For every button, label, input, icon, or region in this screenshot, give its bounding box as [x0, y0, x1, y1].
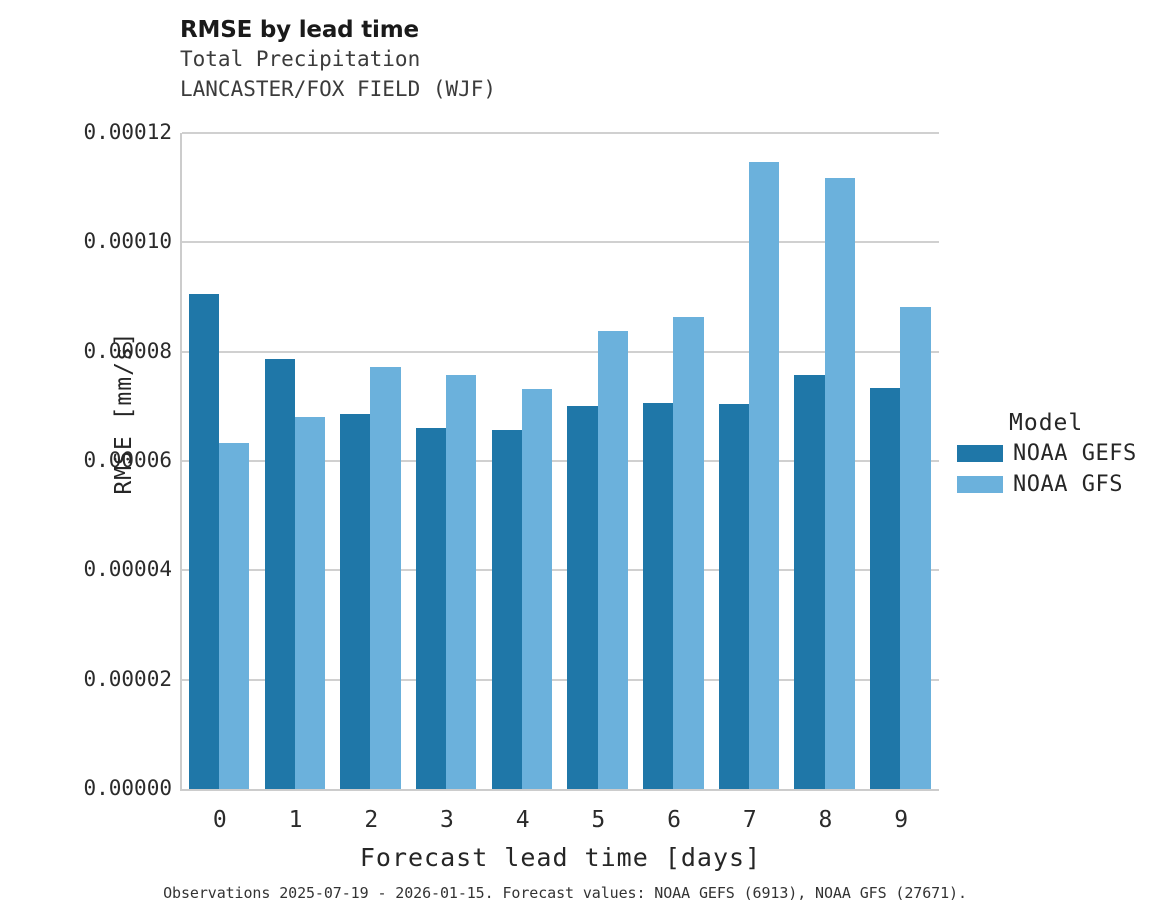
bar-noaa-gfs-day-9[interactable]: [900, 306, 931, 789]
y-tick-label: 0.00006: [83, 448, 172, 472]
y-axis-title: RMSE [mm/s]: [111, 331, 137, 495]
x-axis-title: Forecast lead time [days]: [359, 843, 762, 872]
bar-noaa-gefs-day-0[interactable]: [188, 293, 220, 789]
bar-noaa-gfs-day-2[interactable]: [370, 366, 401, 789]
legend-label: NOAA GEFS: [1013, 440, 1137, 466]
bar-noaa-gefs-day-8[interactable]: [794, 375, 825, 789]
x-tick-label-1: 1: [288, 807, 303, 833]
bar-noaa-gefs-day-5[interactable]: [567, 405, 598, 789]
y-tick-label: 0.00000: [83, 776, 172, 800]
bar-noaa-gefs-day-2[interactable]: [340, 414, 371, 789]
gridline: [182, 460, 939, 462]
gridline: [182, 132, 939, 134]
bar-noaa-gefs-day-9[interactable]: [870, 388, 901, 789]
x-tick-label-7: 7: [742, 807, 757, 833]
chart-station-subtitle: LANCASTER/FOX FIELD (WJF): [180, 77, 497, 101]
y-axis-spine: [180, 133, 182, 791]
y-tick-mark: [211, 788, 218, 790]
bar-noaa-gfs-day-1[interactable]: [294, 416, 326, 789]
x-tick-label-3: 3: [440, 807, 454, 833]
legend-entry-noaa-gefs[interactable]: NOAA GEFS: [957, 438, 1172, 469]
y-axis-tick-labels: 0.00000 0.00002 0.00004 0.00006 0.00008 0.000…: [38, 0, 218, 922]
gridline: [182, 350, 939, 353]
y-tick-label: 0.00008: [83, 338, 172, 363]
bar-noaa-gefs-day-6[interactable]: [643, 403, 674, 789]
bar-noaa-gefs-day-7[interactable]: [718, 404, 749, 789]
x-axis-spine: [180, 789, 939, 791]
bar-noaa-gfs-day-3[interactable]: [446, 375, 477, 789]
x-tick-label-9: 9: [894, 807, 909, 833]
x-tick-label-4: 4: [515, 807, 530, 833]
x-tick-label-6: 6: [667, 807, 681, 833]
x-tick-label-5: 5: [591, 807, 606, 833]
bar-noaa-gefs-day-3[interactable]: [415, 428, 447, 789]
legend-swatch-icon: [957, 476, 1003, 493]
gridline: [182, 569, 939, 572]
bar-noaa-gfs-day-5[interactable]: [597, 330, 628, 789]
y-tick-label: 0.00004: [83, 557, 172, 582]
plot-area: [182, 132, 939, 789]
bar-noaa-gefs-day-4[interactable]: [491, 430, 522, 789]
y-tick-label: 0.00012: [83, 120, 172, 144]
legend: Model NOAA GEFS NOAA GFS: [957, 408, 1172, 500]
bar-noaa-gfs-day-7[interactable]: [748, 161, 780, 789]
bar-noaa-gfs-day-0[interactable]: [219, 442, 250, 789]
bar-noaa-gfs-day-4[interactable]: [521, 389, 553, 789]
legend-swatch-icon: [957, 445, 1003, 462]
legend-label: NOAA GFS: [1013, 471, 1123, 497]
x-tick-label-0: 0: [212, 807, 227, 833]
bar-noaa-gfs-day-8[interactable]: [824, 177, 855, 789]
legend-entry-noaa-gfs[interactable]: NOAA GFS: [957, 469, 1172, 500]
title-block: RMSE by lead time Total Precipitation LA…: [180, 16, 940, 104]
gridline: [182, 241, 939, 244]
gridline: [182, 678, 939, 681]
page-title: RMSE by lead time: [180, 17, 419, 43]
bar-noaa-gefs-day-1[interactable]: [264, 358, 295, 789]
y-tick-label: 0.00010: [83, 229, 172, 254]
chart-subtitle: Total Precipitation: [180, 47, 421, 71]
x-tick-label-2: 2: [364, 807, 379, 833]
x-tick-label-8: 8: [818, 807, 833, 833]
y-tick-label: 0.00002: [83, 666, 172, 691]
bar-noaa-gfs-day-6[interactable]: [673, 316, 704, 789]
legend-entries: NOAA GEFS NOAA GFS: [957, 438, 1172, 500]
legend-title: Model: [1009, 410, 1084, 436]
footer-note: Observations 2025-07-19 - 2026-01-15. Fo…: [163, 884, 967, 902]
